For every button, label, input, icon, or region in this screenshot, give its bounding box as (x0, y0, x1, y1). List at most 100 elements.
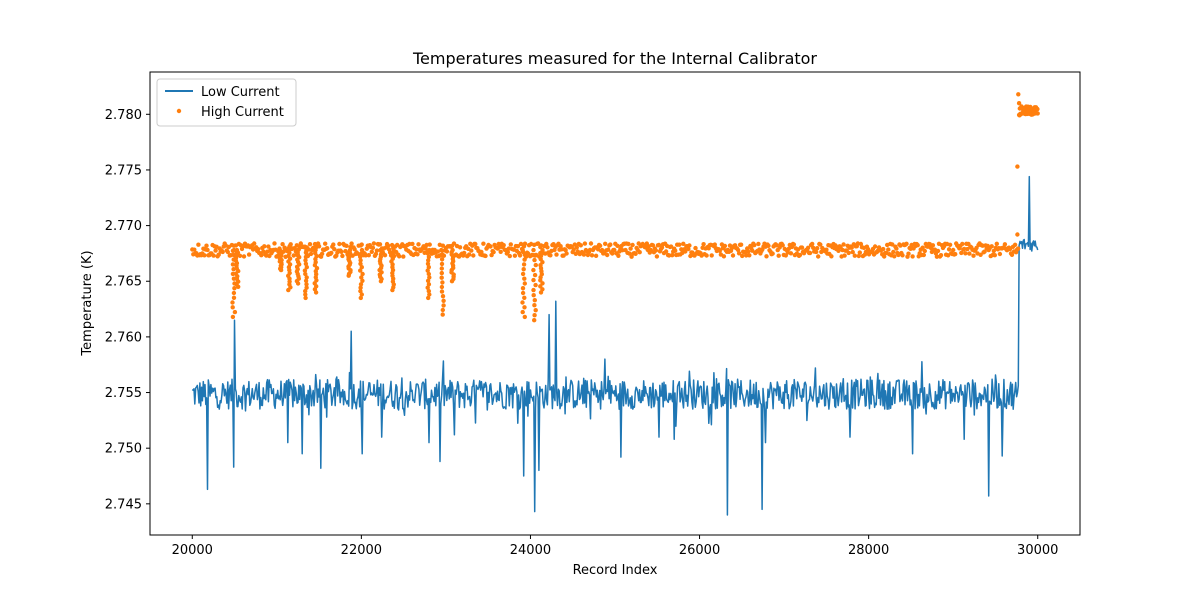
scatter-point (797, 252, 803, 258)
scatter-point (520, 286, 526, 291)
scatter-point (360, 278, 365, 283)
scatter-point (483, 253, 488, 259)
scatter-point (612, 247, 617, 253)
scatter-point (213, 248, 218, 253)
scatter-point (427, 292, 432, 297)
x-axis: 20000 22000 24000 26000 28000 30000 (172, 535, 1058, 558)
scatter-point (426, 288, 431, 294)
scatter-point (548, 253, 553, 258)
scatter-point (681, 241, 686, 246)
scatter-point (303, 278, 309, 283)
scatter-point (423, 246, 428, 251)
scatter-point (304, 285, 309, 290)
scatter-point (531, 287, 536, 293)
scatter-point (856, 253, 861, 259)
scatter-point (444, 249, 450, 254)
scatter-point (746, 249, 751, 254)
scatter-point (982, 249, 987, 254)
scatter-point (910, 254, 915, 259)
scatter-point (441, 298, 446, 303)
scatter-point (498, 249, 503, 254)
scatter-point (462, 250, 467, 256)
scatter-point (520, 247, 525, 253)
scatter-point (307, 242, 313, 247)
scatter-point (220, 249, 225, 255)
scatter-point (881, 246, 886, 252)
scatter-point (564, 251, 569, 256)
scatter-point (337, 241, 342, 247)
scatter-point (563, 247, 568, 253)
scatter-point (401, 254, 406, 259)
scatter-point (522, 295, 527, 300)
scatter-point (628, 246, 633, 251)
scatter-point (439, 257, 445, 262)
scatter-point (816, 254, 821, 259)
scatter-point (204, 243, 209, 248)
scatter-point (343, 248, 348, 254)
y-tick-label: 2.745 (105, 497, 142, 512)
scatter-point (670, 253, 675, 258)
scatter-point (451, 241, 457, 246)
scatter-point (850, 249, 855, 255)
scatter-point (589, 253, 595, 258)
scatter-point (788, 251, 794, 256)
series-line-low-current (191, 175, 1039, 516)
scatter-point (425, 251, 430, 256)
scatter-point (246, 252, 252, 257)
plot-frame (149, 71, 1081, 536)
scatter-point (303, 288, 308, 294)
scatter-point (512, 253, 518, 258)
scatter-point (963, 251, 968, 256)
scatter-point (842, 253, 847, 258)
scatter-point (302, 268, 308, 273)
x-tick-label: 26000 (679, 543, 720, 558)
scatter-point (815, 246, 820, 251)
scatter-point (304, 265, 309, 270)
scatter-point (520, 271, 526, 277)
chart-title: Temperatures measured for the Internal C… (412, 49, 817, 68)
scatter-point (449, 279, 455, 284)
scatter-point (668, 244, 674, 249)
scatter-point (882, 254, 887, 259)
scatter-point (192, 247, 197, 252)
scatter-point (273, 247, 278, 252)
scatter-point (373, 251, 379, 257)
scatter-point (252, 241, 257, 246)
scatter-point (339, 249, 344, 254)
legend-label-low-current: Low Current (201, 85, 280, 100)
scatter-point (978, 252, 983, 257)
scatter-point (531, 247, 536, 253)
scatter-point (960, 241, 965, 247)
scatter-point (756, 241, 761, 247)
scatter-point (323, 241, 328, 246)
scatter-point (304, 282, 309, 287)
scatter-point (520, 290, 526, 296)
scatter-point (606, 247, 611, 252)
scatter-point (280, 242, 285, 247)
scatter-point (441, 303, 446, 308)
scatter-point (303, 258, 308, 263)
scatter-point (439, 270, 444, 276)
scatter-point (231, 290, 237, 296)
scatter-point (608, 242, 613, 247)
scatter-point (522, 305, 527, 310)
scatter-point (304, 251, 309, 256)
scatter-point (620, 248, 625, 253)
scatter-point (358, 258, 363, 263)
scatter-point (1035, 106, 1040, 112)
scatter-point (521, 262, 527, 267)
scatter-point (439, 275, 444, 280)
scatter-point (597, 243, 603, 248)
scatter-point (205, 247, 210, 253)
scatter-point (736, 251, 742, 256)
scatter-point (1015, 164, 1020, 169)
scatter-point (440, 294, 446, 299)
scatter-point (410, 241, 415, 247)
x-tick-label: 22000 (341, 543, 382, 558)
scatter-point (532, 303, 537, 308)
scatter-point (892, 254, 897, 259)
scatter-point (1009, 252, 1015, 257)
scatter-point (435, 249, 440, 254)
scatter-point (303, 292, 308, 297)
scatter-point (517, 253, 523, 258)
